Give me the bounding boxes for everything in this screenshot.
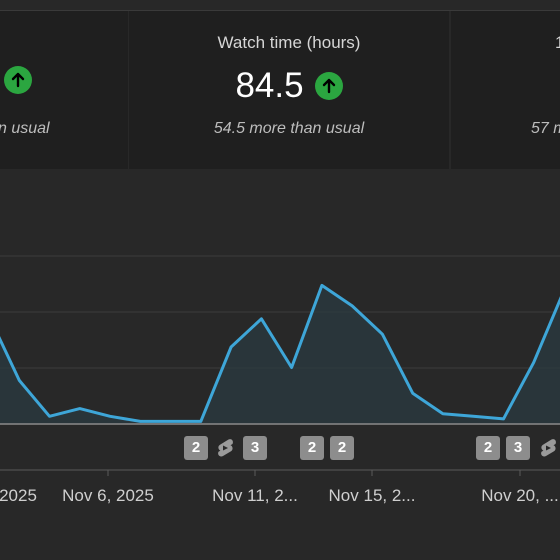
- metric-value-row: [4, 66, 128, 94]
- x-tick-label: Nov 11, 2...: [212, 486, 298, 505]
- data-point: [78, 407, 82, 411]
- shorts-icon[interactable]: [213, 436, 237, 460]
- data-point: [199, 419, 203, 423]
- metric-value-row: 84.5: [129, 66, 449, 106]
- data-point: [229, 345, 233, 349]
- area-fill: [0, 285, 560, 424]
- annotation-badge[interactable]: 2: [330, 436, 354, 460]
- data-point: [411, 391, 415, 395]
- series-line: [0, 283, 560, 423]
- data-point: [441, 412, 445, 416]
- data-point: [502, 417, 506, 421]
- data-point: [138, 419, 142, 423]
- x-tick-label: Nov 20, ...: [481, 486, 559, 505]
- data-point: [17, 378, 21, 382]
- shorts-icon[interactable]: [536, 436, 560, 460]
- data-point: [290, 366, 294, 370]
- x-tick-label: Nov 6, 2025: [62, 486, 154, 505]
- metric-subtext: n usual: [0, 120, 50, 137]
- metric-title: Watch time (hours): [217, 33, 361, 52]
- annotation-badge[interactable]: 2: [476, 436, 500, 460]
- annotation-badge[interactable]: 2: [184, 436, 208, 460]
- data-point: [48, 414, 52, 418]
- data-point: [108, 414, 112, 418]
- data-point: [380, 332, 384, 336]
- arrow-up-icon: [4, 66, 32, 94]
- data-point: [471, 414, 475, 418]
- metric-card-views[interactable]: n usual: [0, 11, 128, 169]
- chart-svg: [0, 255, 560, 476]
- data-point: [259, 317, 263, 321]
- annotation-badge[interactable]: 2: [300, 436, 324, 460]
- tick-layer: [107, 470, 521, 476]
- annotation-badge[interactable]: 3: [243, 436, 267, 460]
- data-point: [350, 304, 354, 308]
- metric-card-subscribers[interactable]: 1 57 m: [451, 11, 560, 169]
- metric-title-fragment: 1: [555, 33, 560, 52]
- watch-time-chart[interactable]: 2 3 2 2 2 3 2025 Nov 6, 2025 Nov 11, 2..…: [0, 170, 560, 560]
- data-point: [532, 360, 536, 364]
- metric-value: 84.5: [235, 66, 304, 105]
- x-tick-label: Nov 15, 2...: [328, 486, 416, 505]
- arrow-up-icon: [314, 72, 343, 100]
- metric-subtext: 54.5 more than usual: [213, 120, 365, 137]
- data-point: [320, 283, 324, 287]
- metrics-row: n usual Watch time (hours) 84.5 54.5 mor…: [0, 0, 560, 170]
- x-tick-label: 2025: [0, 486, 37, 505]
- annotation-badge[interactable]: 3: [506, 436, 530, 460]
- metric-card-watch-time[interactable]: Watch time (hours) 84.5 54.5 more than u…: [129, 11, 449, 169]
- top-divider: [0, 10, 560, 11]
- metric-subtext: 57 m: [531, 120, 560, 137]
- data-point: [169, 419, 173, 423]
